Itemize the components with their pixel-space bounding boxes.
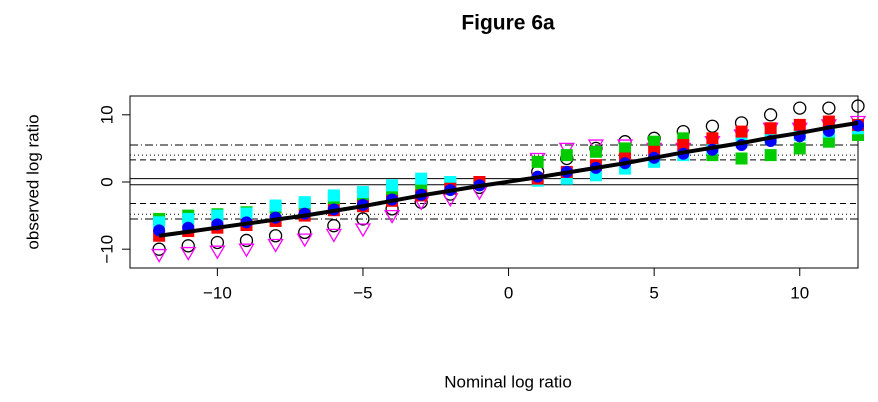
x-tick-label: 10 bbox=[790, 283, 809, 302]
point bbox=[296, 233, 313, 248]
point bbox=[560, 149, 573, 162]
point bbox=[210, 235, 225, 250]
point bbox=[793, 142, 806, 155]
point bbox=[763, 108, 778, 122]
point bbox=[238, 243, 255, 258]
point bbox=[386, 179, 399, 192]
point bbox=[240, 207, 253, 220]
x-tick-label: −10 bbox=[203, 283, 232, 302]
point bbox=[325, 228, 342, 243]
point bbox=[822, 135, 835, 148]
point bbox=[764, 149, 777, 162]
point bbox=[677, 139, 690, 152]
chart-title: Figure 6a bbox=[461, 12, 555, 35]
point bbox=[383, 209, 401, 224]
point bbox=[209, 245, 226, 260]
point bbox=[589, 145, 602, 158]
x-axis-label: Nominal log ratio bbox=[444, 372, 572, 391]
point bbox=[822, 115, 835, 128]
point bbox=[239, 233, 254, 248]
y-tick-label: −10 bbox=[97, 235, 116, 264]
point bbox=[735, 125, 748, 138]
point bbox=[181, 239, 195, 253]
point bbox=[211, 209, 224, 222]
point bbox=[619, 142, 632, 155]
point bbox=[180, 246, 197, 261]
y-tick-label: 10 bbox=[97, 105, 116, 124]
point bbox=[327, 219, 341, 233]
point bbox=[793, 101, 807, 115]
point bbox=[851, 99, 865, 113]
point bbox=[268, 229, 283, 243]
y-tick-label: 0 bbox=[97, 177, 116, 186]
point bbox=[822, 101, 836, 115]
point bbox=[764, 122, 777, 135]
point bbox=[182, 212, 195, 225]
point bbox=[327, 189, 340, 202]
point bbox=[705, 119, 720, 133]
point bbox=[150, 248, 168, 263]
point bbox=[735, 152, 748, 165]
point bbox=[793, 118, 806, 131]
point bbox=[415, 172, 428, 185]
x-tick-label: −5 bbox=[353, 283, 372, 302]
fit-line bbox=[158, 120, 859, 238]
y-axis-label: observed log ratio bbox=[23, 114, 42, 249]
point bbox=[356, 186, 369, 199]
point bbox=[706, 132, 719, 145]
point bbox=[354, 223, 372, 238]
point bbox=[298, 225, 312, 240]
point bbox=[269, 199, 282, 212]
point bbox=[298, 196, 311, 209]
point bbox=[531, 155, 544, 168]
point bbox=[356, 212, 370, 226]
point bbox=[648, 135, 661, 148]
point bbox=[267, 238, 284, 253]
x-tick-label: 5 bbox=[649, 283, 658, 302]
x-tick-label: 0 bbox=[504, 283, 513, 302]
